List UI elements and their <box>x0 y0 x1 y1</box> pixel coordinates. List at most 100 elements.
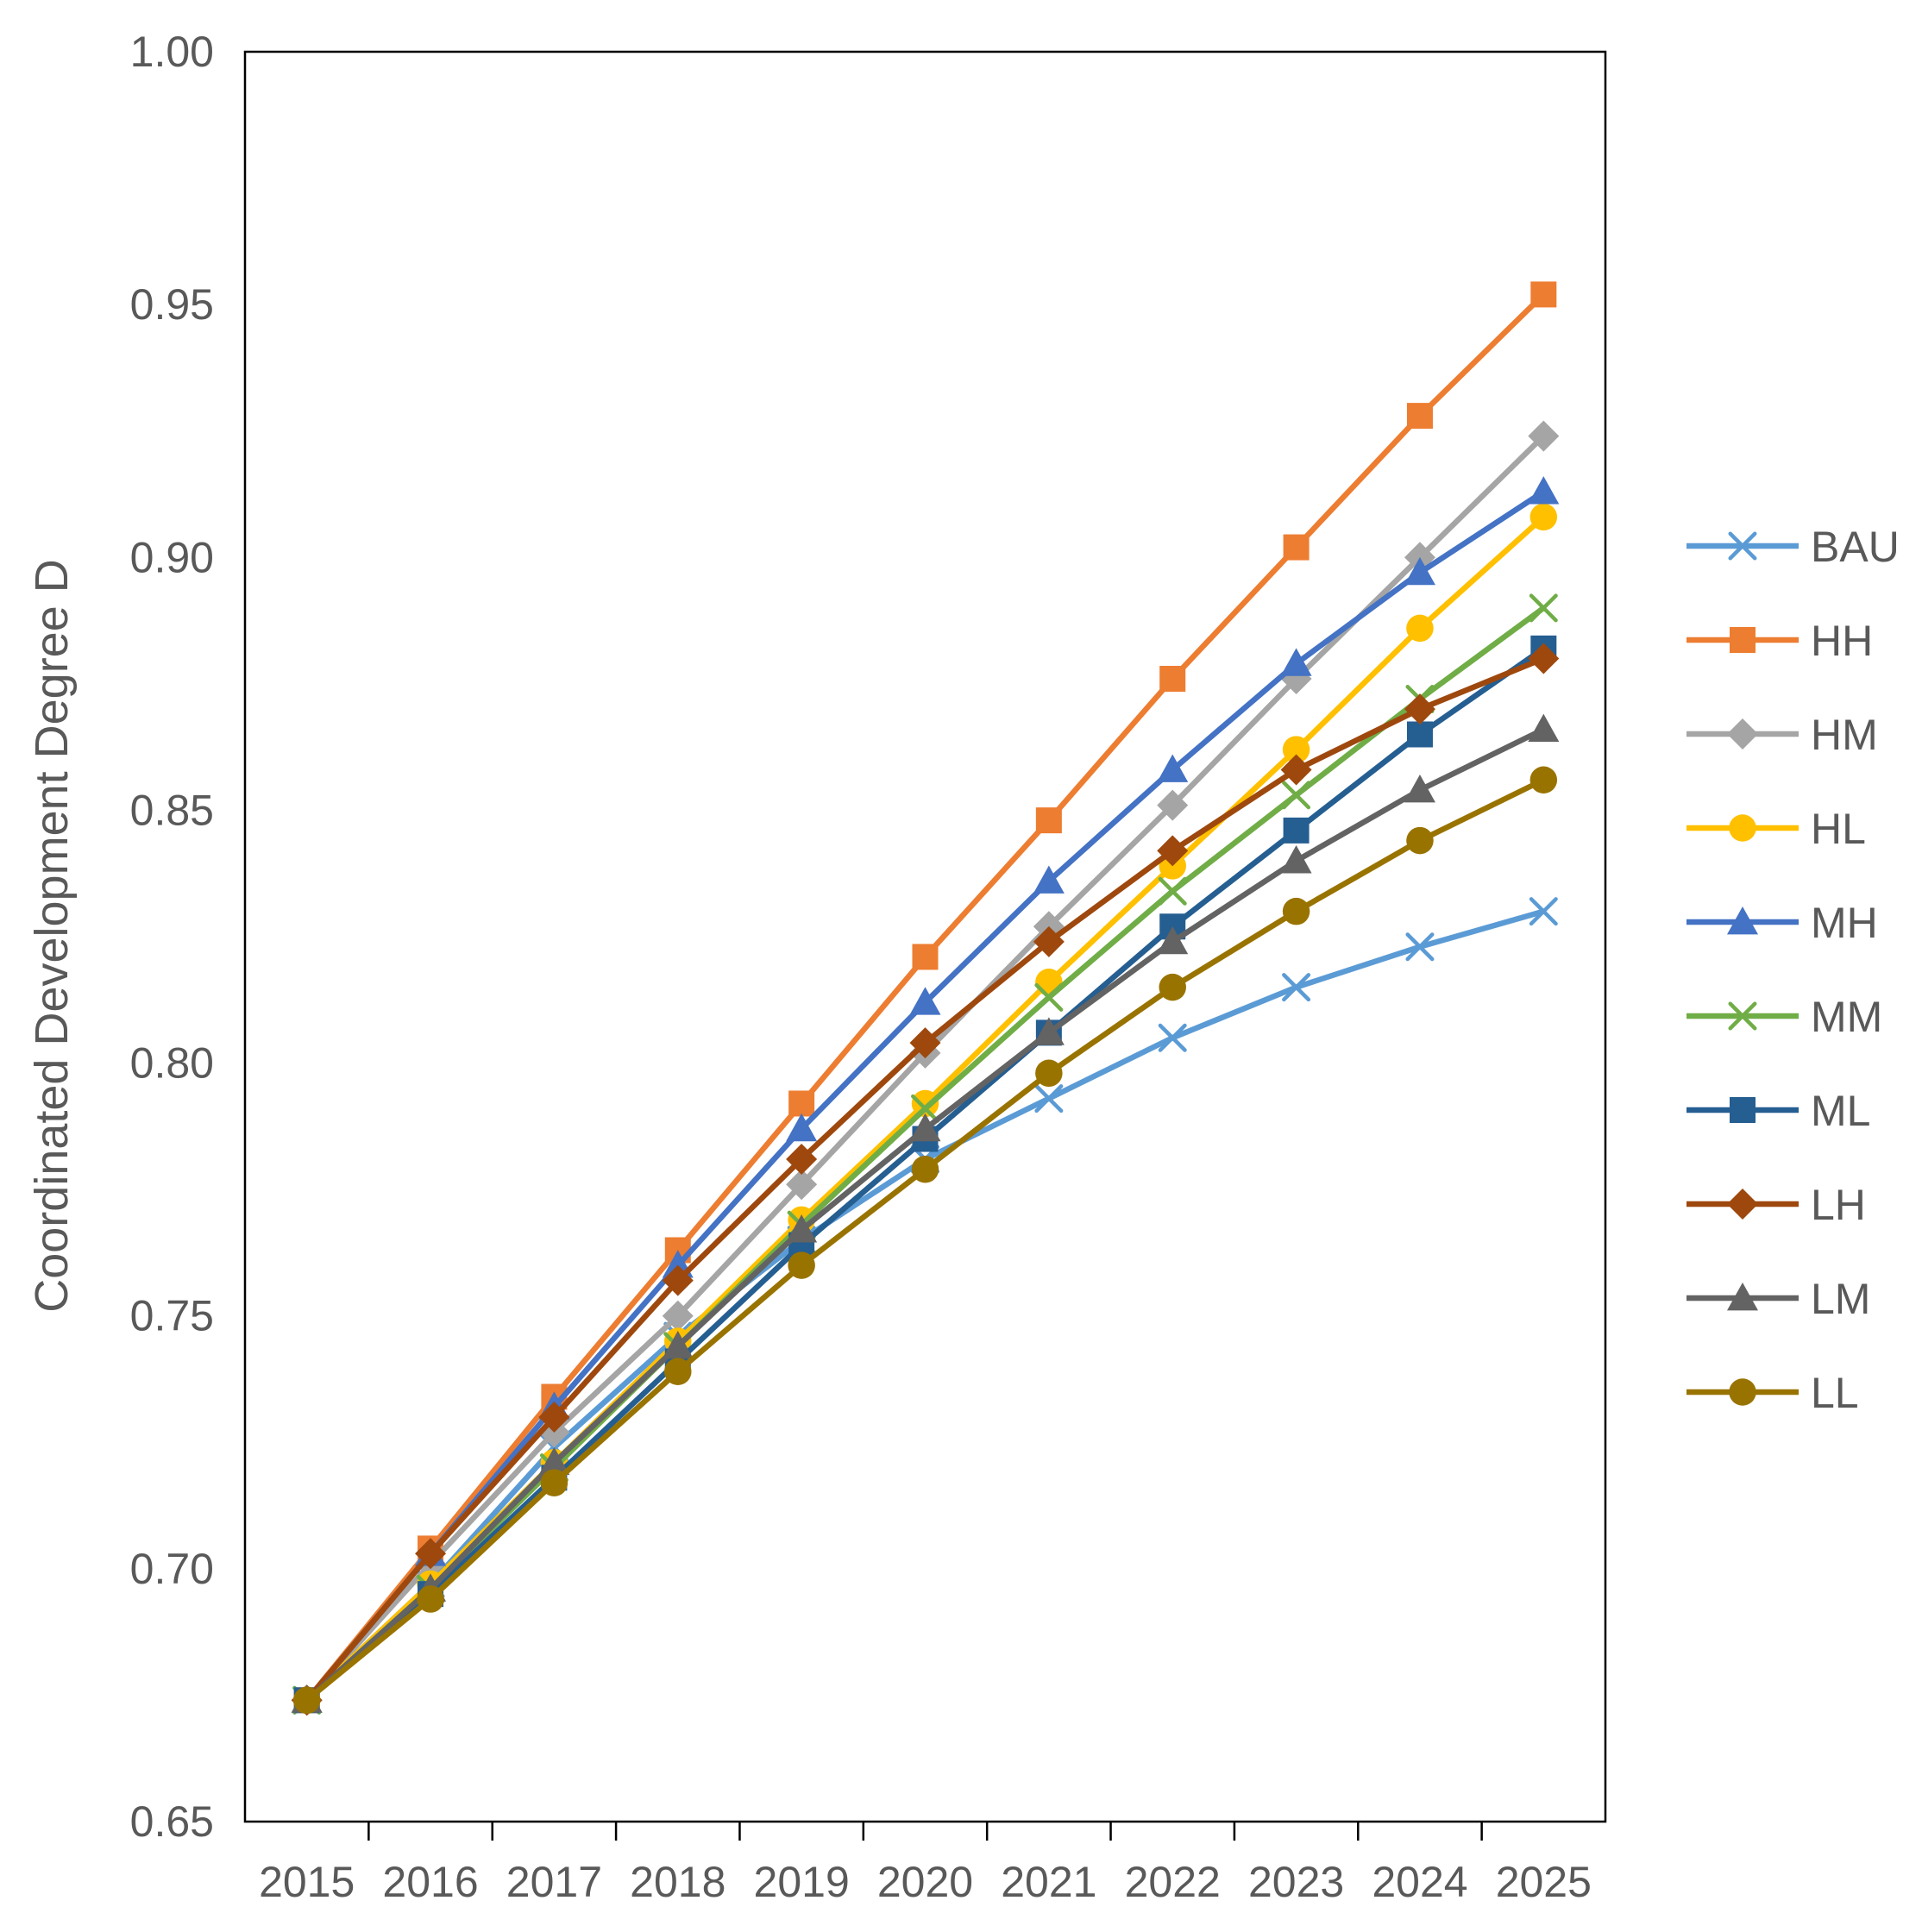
data-point-hm <box>1528 420 1560 452</box>
legend-item-hl: HL <box>1686 805 1866 853</box>
data-point-lh <box>1404 693 1435 725</box>
data-point-hm <box>1157 789 1189 821</box>
series-line-ll <box>304 777 1547 1703</box>
series-bau <box>292 897 1558 1715</box>
y-tick-label: 0.65 <box>130 1797 214 1846</box>
data-point-mh <box>1404 556 1435 586</box>
data-point-ll <box>292 1686 321 1715</box>
data-point-bau <box>1034 1084 1064 1113</box>
data-point-hh <box>1283 534 1310 561</box>
data-point-lh <box>538 1401 570 1433</box>
data-point-mh <box>1528 476 1560 505</box>
data-point-ll <box>1282 897 1310 925</box>
y-tick-labels: 0.65 0.70 0.75 0.80 0.85 0.90 0.95 1.00 <box>130 28 214 1846</box>
data-point-lm <box>1280 845 1312 874</box>
legend-marker <box>1728 531 1757 561</box>
series-lm <box>291 713 1560 1713</box>
y-tick-label: 0.80 <box>130 1039 214 1088</box>
data-point-lh <box>1157 835 1189 867</box>
x-tick-label: 2022 <box>1125 1858 1221 1906</box>
legend-marker <box>1727 906 1758 935</box>
plot-area-frame <box>243 50 1607 1823</box>
legend-marker <box>1727 1283 1758 1311</box>
data-point-ll <box>1035 1059 1063 1088</box>
legend-item-lh: LH <box>1686 1181 1866 1229</box>
data-point-mh <box>786 1113 818 1142</box>
legend-item-lm: LM <box>1686 1275 1870 1323</box>
data-point-ll <box>540 1469 568 1496</box>
data-point-ll <box>911 1155 939 1183</box>
data-point-lm <box>662 1330 694 1359</box>
data-point-lh <box>415 1538 447 1570</box>
legend-marker <box>1727 1189 1758 1220</box>
legend-label: ML <box>1811 1087 1870 1135</box>
legend-marker <box>1727 718 1758 750</box>
data-point-lm <box>909 1113 941 1142</box>
data-point-hm <box>786 1169 818 1201</box>
legend-label: HM <box>1811 711 1878 759</box>
y-tick-label: 0.95 <box>130 280 214 329</box>
x-tick-label: 2017 <box>506 1858 602 1906</box>
y-axis-title: Coordinated Development Degree D <box>26 559 78 1313</box>
data-point-mm <box>1158 876 1187 906</box>
legend-label: LH <box>1811 1181 1866 1229</box>
x-tick-label: 2018 <box>630 1858 725 1906</box>
legend-item-bau: BAU <box>1686 523 1900 571</box>
data-point-bau <box>1405 932 1435 962</box>
data-point-mm <box>1034 982 1064 1012</box>
data-point-ll <box>417 1585 444 1613</box>
legend-marker <box>1729 814 1756 842</box>
data-point-ll <box>1406 826 1434 855</box>
data-point-ll <box>1529 766 1558 794</box>
x-tick-label: 2025 <box>1496 1858 1592 1906</box>
legend-marker <box>1730 627 1756 653</box>
legend-marker <box>1729 1378 1756 1406</box>
y-tick-label: 0.90 <box>130 533 214 581</box>
data-point-hl <box>1406 614 1434 643</box>
data-point-hl <box>911 1089 939 1118</box>
x-tick-marks <box>367 1822 1483 1841</box>
x-tick-label: 2020 <box>877 1858 973 1906</box>
data-point-mh <box>1033 865 1065 894</box>
y-tick-label: 0.75 <box>130 1292 214 1340</box>
data-point-mh <box>1157 754 1189 782</box>
data-point-hl <box>1529 503 1558 531</box>
data-point-hh <box>912 944 939 970</box>
data-point-lm <box>1404 774 1435 803</box>
legend-label: LL <box>1811 1369 1859 1417</box>
legend-item-hh: HH <box>1686 617 1873 665</box>
data-point-lh <box>1280 754 1312 786</box>
data-point-lh <box>1528 643 1560 674</box>
data-point-hh <box>1159 665 1186 692</box>
x-tick-label: 2021 <box>1001 1858 1096 1906</box>
legend-marker <box>1728 1001 1757 1031</box>
data-point-hh <box>1406 403 1433 430</box>
legend-item-ll: LL <box>1686 1369 1859 1417</box>
data-point-lm <box>1528 713 1560 743</box>
legend-label: HL <box>1811 805 1866 853</box>
x-tick-label: 2024 <box>1372 1858 1467 1906</box>
legend-item-hm: HM <box>1686 711 1878 759</box>
data-point-mh <box>909 987 941 1015</box>
data-point-mm <box>1529 593 1558 623</box>
data-point-ll <box>788 1251 815 1279</box>
data-point-hh <box>1530 281 1557 308</box>
legend-label: MH <box>1811 899 1878 947</box>
series-lh <box>291 643 1560 1716</box>
data-point-lm <box>538 1446 570 1476</box>
data-point-lh <box>909 1027 941 1059</box>
legend-item-mh: MH <box>1686 899 1878 947</box>
x-tick-labels: 2015 2016 2017 2018 2019 2020 2021 2022 2023 2024… <box>259 1858 1592 1906</box>
legend-label: HH <box>1811 617 1873 665</box>
data-point-ll <box>664 1358 692 1385</box>
y-tick-label: 0.85 <box>130 786 214 834</box>
data-point-mm <box>1282 781 1311 810</box>
legend-item-ml: ML <box>1686 1087 1870 1135</box>
legend-marker <box>1730 1097 1756 1123</box>
data-point-lh <box>786 1143 818 1175</box>
series-lines <box>291 281 1560 1716</box>
legend-label: BAU <box>1811 523 1900 571</box>
x-tick-label: 2023 <box>1248 1858 1344 1906</box>
data-point-bau <box>1282 973 1311 1002</box>
data-point-bau <box>1158 1023 1187 1052</box>
